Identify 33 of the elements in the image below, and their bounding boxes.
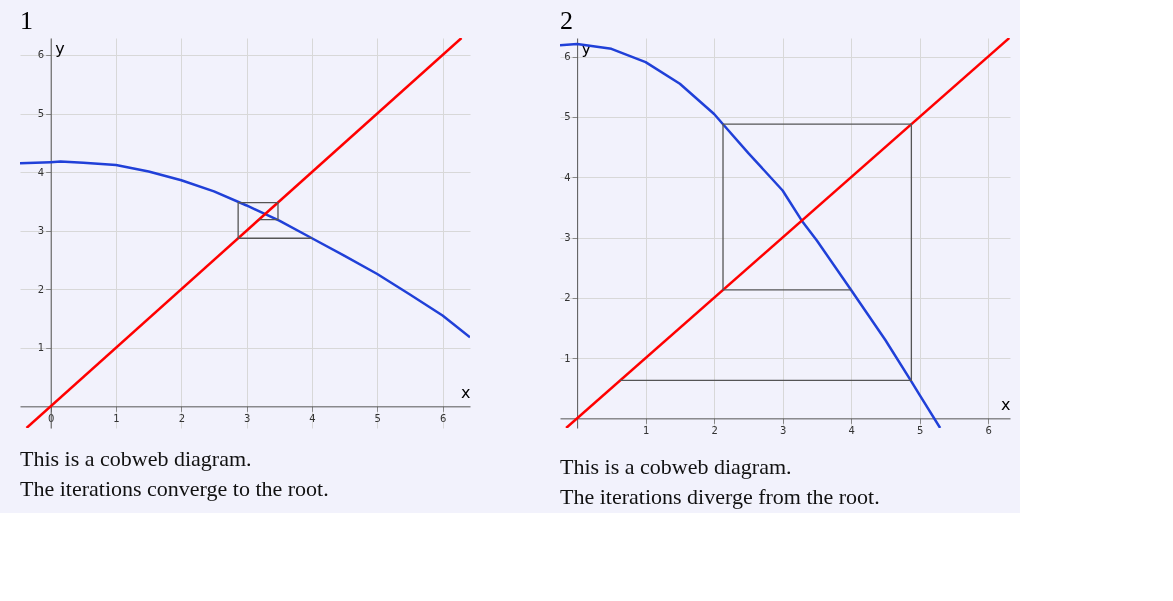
y-tick-label: 2 [37, 283, 45, 295]
y-tick-label: 5 [37, 108, 45, 120]
x-tick-label: 5 [374, 412, 381, 424]
y-tick-label: 3 [37, 225, 45, 237]
y-tick-label: 4 [564, 171, 571, 183]
x-tick-label: 1 [113, 412, 120, 424]
x-tick-label: 3 [243, 412, 251, 424]
y-tick-label: 3 [564, 232, 571, 244]
y-tick-label: 1 [564, 352, 571, 364]
y-tick-label: 5 [564, 111, 571, 123]
y-tick-label: 4 [37, 166, 45, 178]
x-axis-title: x [461, 382, 471, 402]
x-axis-title: x [1001, 394, 1011, 414]
text: This is a cobweb diagram. [560, 454, 792, 479]
x-tick-label: 5 [916, 424, 924, 436]
y-tick-label: 1 [37, 342, 45, 354]
x-tick-label: 4 [309, 412, 316, 424]
y-tick-label: 6 [37, 49, 45, 61]
x-tick-label: 6 [439, 412, 447, 424]
line-series [20, 160, 470, 339]
text: This is a cobweb diagram. [20, 446, 252, 471]
text: The iterations converge to the root. [20, 476, 329, 501]
x-tick-label: 1 [642, 424, 650, 436]
y-axis-title: y [55, 38, 65, 58]
line-series [560, 42, 942, 428]
x-tick-label: 6 [985, 424, 992, 436]
x-tick-label: 4 [848, 424, 855, 436]
y-tick-label: 6 [564, 51, 571, 63]
x-tick-label: 2 [178, 412, 186, 424]
text: The iterations diverge from the root. [560, 484, 880, 509]
y-tick-label: 2 [564, 292, 571, 304]
x-tick-label: 2 [711, 424, 718, 436]
x-tick-label: 3 [779, 424, 787, 436]
